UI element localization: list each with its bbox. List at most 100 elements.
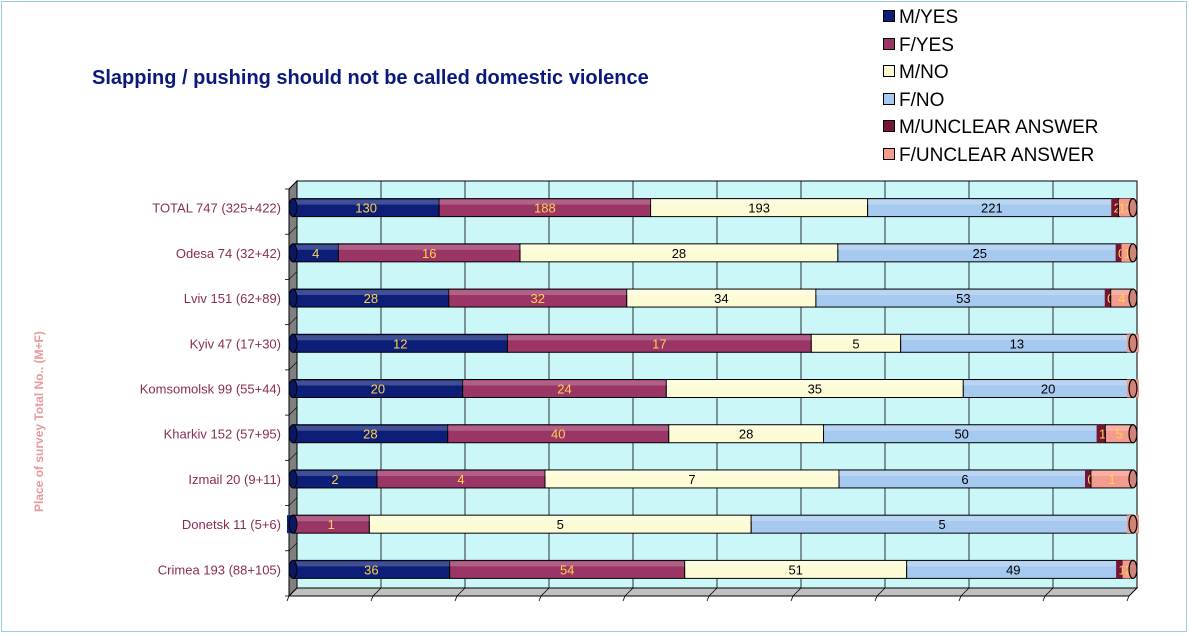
x-tick [790, 595, 794, 602]
category-label: Izmail 20 (9+11) [188, 472, 281, 487]
bar-highlight [837, 244, 1122, 250]
wall-gridline [288, 497, 298, 506]
bar-highlight [293, 335, 508, 341]
bar-highlight [449, 561, 685, 567]
bar-start-cap [288, 514, 298, 534]
floor-gridline [876, 587, 886, 597]
bar-highlight [293, 199, 440, 205]
data-label: 5 [557, 517, 564, 532]
data-label: 130 [355, 201, 377, 216]
floor-gridline [708, 587, 718, 597]
wall-gridline [288, 361, 298, 371]
bar-highlight [963, 380, 1133, 386]
bar-end-cap [1128, 333, 1138, 353]
bar-highlight [293, 470, 377, 476]
x-tick [706, 595, 710, 602]
bar-highlight [462, 380, 667, 386]
bar-highlight [293, 561, 450, 567]
legend-item: M/UNCLEAR ANSWER [883, 114, 1099, 142]
category-label: Odesa 74 (32+42) [176, 246, 281, 261]
data-label: 40 [551, 427, 565, 442]
data-label: 188 [534, 201, 556, 216]
legend-label: F/YES [899, 34, 954, 56]
x-tick [538, 595, 542, 602]
data-label: 16 [422, 246, 436, 261]
wall-gridline [288, 452, 298, 461]
bar-highlight [520, 244, 838, 250]
bar-highlight [448, 290, 627, 296]
bar-highlight [668, 425, 824, 431]
legend-label: F/NO [899, 89, 945, 111]
bar-highlight [751, 516, 1133, 522]
data-label: 5 [938, 517, 945, 532]
legend-item: M/NO [883, 59, 1099, 87]
floor-gridline [960, 587, 970, 597]
data-label: 1 [1119, 562, 1126, 577]
data-label: 36 [364, 562, 378, 577]
bar-highlight [626, 290, 816, 296]
bar-end-cap [1128, 378, 1138, 399]
bar-highlight [1110, 290, 1133, 296]
legend-swatch [883, 37, 895, 50]
bar-highlight [900, 335, 1133, 341]
bar-highlight [815, 290, 1111, 296]
bar-highlight [507, 335, 812, 341]
data-label: 20 [371, 382, 385, 397]
data-label: 1 [1124, 246, 1131, 261]
data-label: 53 [956, 291, 970, 306]
legend-swatch [883, 65, 895, 78]
bar-highlight [867, 199, 1117, 205]
data-label: 5 [852, 336, 859, 351]
bar-end-cap [1128, 469, 1138, 489]
legend-label: F/UNCLEAR ANSWER [899, 144, 1095, 166]
legend-item: F/UNCLEAR ANSWER [883, 142, 1099, 170]
x-tick [622, 595, 626, 602]
bar-end-cap [1128, 198, 1138, 218]
data-label: 17 [652, 336, 666, 351]
data-label-bg [1119, 198, 1132, 217]
floor-gridline [792, 587, 802, 597]
data-label: 12 [393, 336, 407, 351]
bar-start-cap [288, 288, 298, 308]
x-tick [1126, 595, 1130, 602]
legend-item: F/YES [883, 32, 1099, 60]
category-label: TOTAL 747 (325+422) [152, 201, 281, 216]
data-label: 20 [1041, 382, 1055, 397]
bar-highlight [439, 199, 651, 205]
bar-highlight [650, 199, 868, 205]
x-tick [454, 595, 458, 602]
data-label: 34 [714, 291, 728, 306]
data-label: 54 [560, 562, 574, 577]
bar-start-cap [288, 198, 298, 218]
data-label: 4 [457, 472, 464, 487]
bar-highlight [1105, 425, 1133, 431]
data-label: 1 [1099, 427, 1106, 442]
bar-highlight [684, 561, 907, 567]
bar-highlight [293, 380, 463, 386]
bar-highlight [666, 380, 964, 386]
wall-gridline [288, 406, 298, 416]
x-tick [874, 595, 878, 602]
data-label: 6 [961, 472, 968, 487]
legend-swatch [883, 147, 895, 160]
wall-gridline [288, 226, 298, 235]
data-label: 2 [331, 472, 338, 487]
legend-label: M/YES [899, 7, 959, 28]
floor-gridline [624, 587, 634, 597]
data-label: 2 [1114, 201, 1121, 216]
bar-highlight [823, 425, 1100, 431]
bar-highlight [369, 516, 752, 522]
floor-gridline [1044, 587, 1054, 597]
legend-swatch [883, 120, 895, 133]
category-label: Kharkiv 152 (57+95) [164, 427, 281, 442]
legend-label: M/NO [899, 62, 949, 84]
wall-gridline [288, 542, 298, 551]
legend-label: M/UNCLEAR ANSWER [899, 117, 1099, 139]
bar-highlight [811, 335, 901, 341]
data-label: 49 [1006, 562, 1020, 577]
bar-end-cap [1128, 514, 1138, 534]
data-label: 193 [748, 201, 770, 216]
data-label: 7 [688, 472, 695, 487]
